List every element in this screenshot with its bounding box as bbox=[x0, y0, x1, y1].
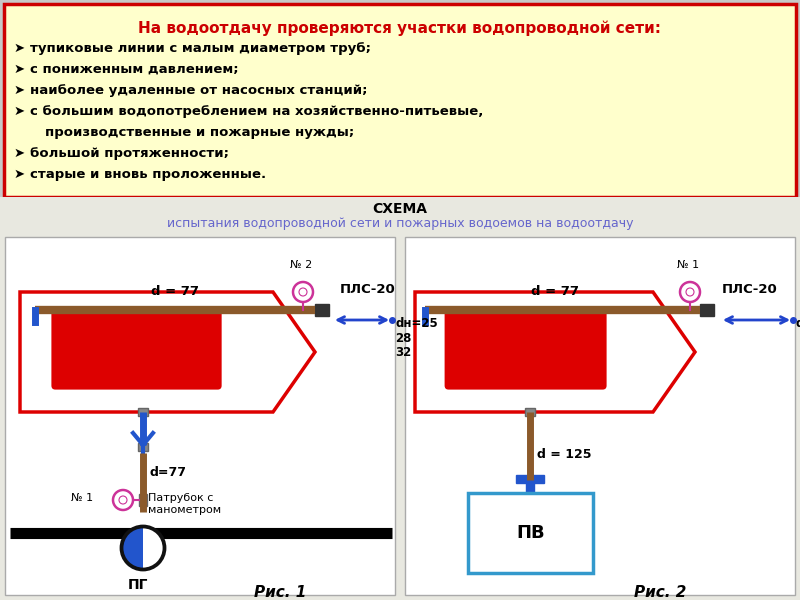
Bar bbox=[700, 304, 714, 316]
Text: старые и вновь проложенные.: старые и вновь проложенные. bbox=[30, 168, 266, 181]
Circle shape bbox=[121, 526, 165, 570]
Circle shape bbox=[293, 282, 313, 302]
Text: с большим водопотреблением на хозяйственно-питьевые,: с большим водопотреблением на хозяйствен… bbox=[30, 105, 483, 118]
Text: d = 125: d = 125 bbox=[537, 449, 591, 461]
Text: СХЕМА: СХЕМА bbox=[373, 202, 427, 216]
Bar bbox=[139, 494, 147, 506]
Bar bbox=[138, 443, 148, 451]
Text: d=77: d=77 bbox=[150, 466, 187, 479]
Text: dн=25: dн=25 bbox=[395, 317, 438, 330]
Circle shape bbox=[686, 288, 694, 296]
Text: dн=32: dн=32 bbox=[795, 317, 800, 330]
Circle shape bbox=[680, 282, 700, 302]
Bar bbox=[315, 304, 329, 316]
FancyBboxPatch shape bbox=[445, 310, 606, 389]
Text: с пониженным давлением;: с пониженным давлением; bbox=[30, 63, 238, 76]
Wedge shape bbox=[122, 527, 143, 569]
Text: Патрубок с: Патрубок с bbox=[148, 493, 214, 503]
Text: На водоотдачу проверяются участки водопроводной сети:: На водоотдачу проверяются участки водопр… bbox=[138, 20, 662, 35]
Text: d = 77: d = 77 bbox=[151, 285, 199, 298]
Bar bbox=[405, 237, 795, 595]
FancyBboxPatch shape bbox=[51, 310, 222, 389]
Circle shape bbox=[299, 288, 307, 296]
Text: ПЛС-20: ПЛС-20 bbox=[722, 283, 778, 296]
Bar bbox=[0, 197, 800, 600]
Text: Рис. 2: Рис. 2 bbox=[634, 585, 686, 600]
Text: ➤: ➤ bbox=[14, 147, 25, 160]
Text: ПВ: ПВ bbox=[516, 524, 545, 542]
Bar bbox=[525, 408, 535, 416]
Text: наиболее удаленные от насосных станций;: наиболее удаленные от насосных станций; bbox=[30, 84, 367, 97]
Text: испытания водопроводной сети и пожарных водоемов на водоотдачу: испытания водопроводной сети и пожарных … bbox=[166, 217, 634, 230]
Bar bbox=[5, 237, 395, 595]
Text: № 1: № 1 bbox=[677, 260, 699, 270]
Bar bbox=[526, 483, 534, 493]
Text: большой протяженности;: большой протяженности; bbox=[30, 147, 229, 160]
Text: ПГ: ПГ bbox=[128, 578, 148, 592]
Text: № 2: № 2 bbox=[290, 260, 312, 270]
Text: манометром: манометром bbox=[148, 505, 221, 515]
Bar bbox=[138, 408, 148, 416]
Bar bbox=[4, 4, 796, 197]
Text: ➤: ➤ bbox=[14, 84, 25, 97]
Circle shape bbox=[113, 490, 133, 510]
Text: ➤: ➤ bbox=[14, 168, 25, 181]
Text: 28: 28 bbox=[395, 332, 411, 345]
Bar bbox=[516, 475, 544, 483]
Text: ➤: ➤ bbox=[14, 105, 25, 118]
Circle shape bbox=[119, 496, 127, 504]
Polygon shape bbox=[20, 292, 315, 412]
Text: ➤: ➤ bbox=[14, 63, 25, 76]
Text: d = 77: d = 77 bbox=[531, 285, 579, 298]
Text: Рис. 1: Рис. 1 bbox=[254, 585, 306, 600]
Text: тупиковые линии с малым диаметром труб;: тупиковые линии с малым диаметром труб; bbox=[30, 42, 371, 55]
Text: 32: 32 bbox=[395, 346, 411, 359]
Polygon shape bbox=[415, 292, 695, 412]
Text: ПЛС-20: ПЛС-20 bbox=[340, 283, 396, 296]
Bar bbox=[468, 493, 593, 573]
Text: № 1: № 1 bbox=[71, 493, 93, 503]
Text: ➤: ➤ bbox=[14, 42, 25, 55]
Text: производственные и пожарные нужды;: производственные и пожарные нужды; bbox=[45, 126, 354, 139]
